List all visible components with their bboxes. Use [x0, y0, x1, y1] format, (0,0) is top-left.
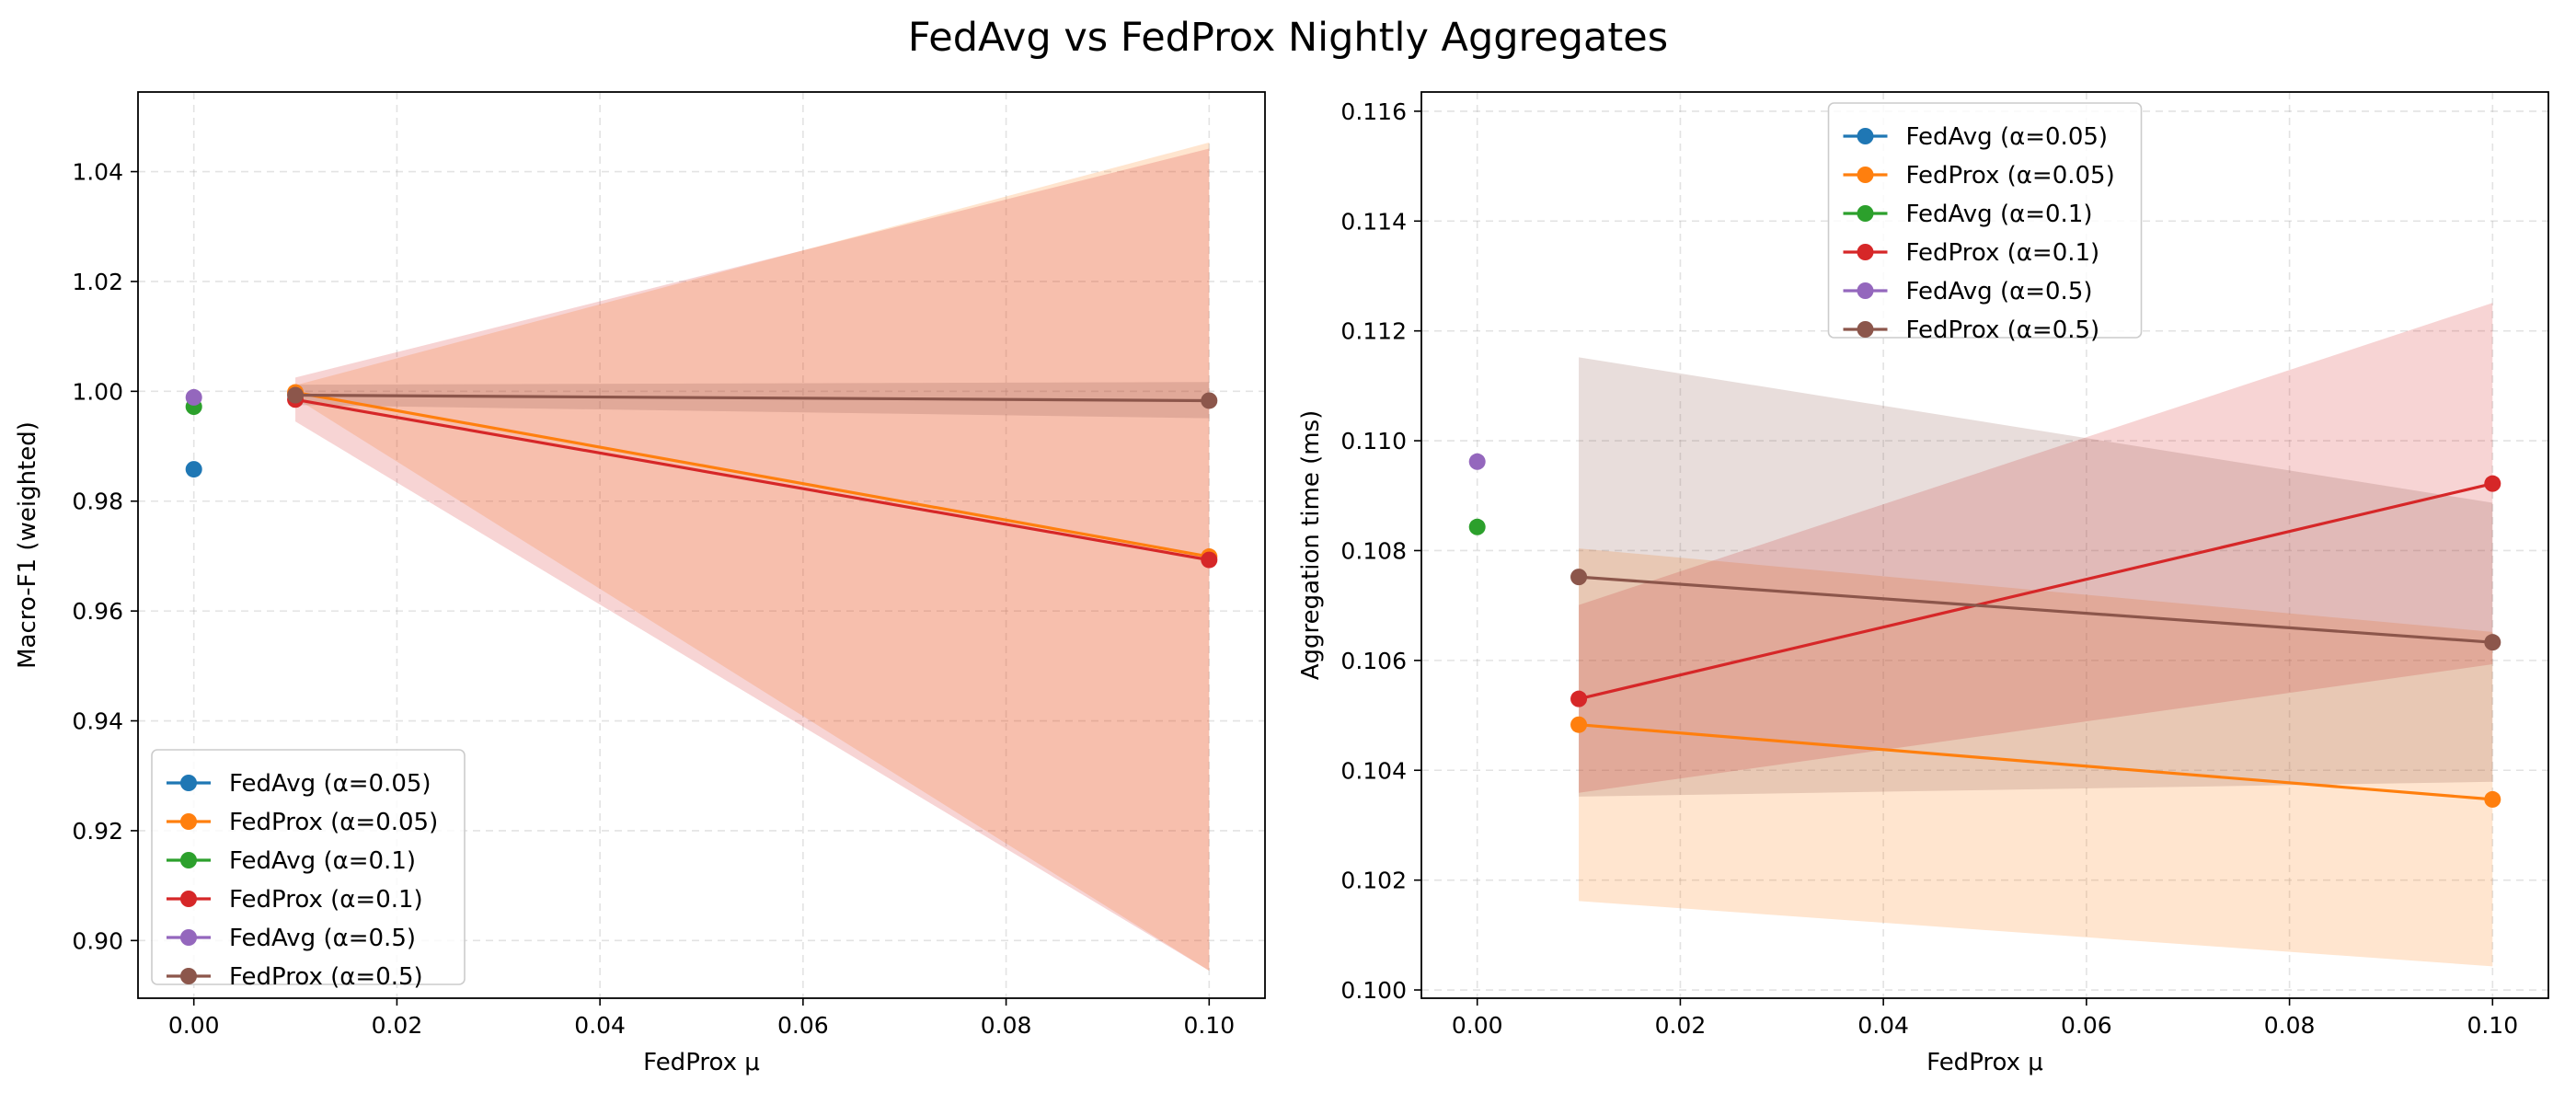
legend-swatch-marker: [1857, 167, 1874, 183]
y-tick-label: 0.102: [1340, 868, 1407, 894]
x-tick-label: 0.06: [2061, 1012, 2112, 1039]
y-tick-label: 0.106: [1340, 648, 1407, 674]
data-point: [1570, 690, 1588, 707]
x-tick-label: 0.10: [2467, 1012, 2518, 1039]
band-5: [1579, 357, 2493, 797]
legend-swatch-marker: [180, 813, 197, 830]
right-chart-aggregation-time: 0.00 0.02 0.04 0.06 0.08 0.10 0.100 0.102 0.104 0…: [1297, 91, 2549, 1076]
left-chart-macro-f1: 0.00 0.02 0.04 0.06 0.08 0.10 0.90 0.92 0.94 0.96…: [14, 91, 1266, 1076]
band-1: [1579, 548, 2493, 967]
legend-swatch-marker: [180, 852, 197, 868]
data-point: [1468, 453, 1486, 470]
x-tick-label: 0.08: [981, 1012, 1032, 1039]
band-3: [295, 148, 1210, 972]
x-tick-label: 0.06: [777, 1012, 829, 1039]
legend-swatch-marker: [1857, 244, 1874, 260]
x-axis-label: FedProx μ: [643, 1049, 760, 1076]
x-tick-label: 0.10: [1183, 1012, 1235, 1039]
legend-swatch-marker: [180, 891, 197, 907]
series-line-3: [294, 397, 1210, 562]
y-tick-label: 0.100: [1340, 977, 1407, 1004]
legend-box: [1827, 102, 2143, 339]
data-point: [185, 388, 202, 406]
y-tick-label: 1.04: [72, 159, 123, 186]
legend-swatch-marker: [180, 929, 197, 946]
data-point: [287, 386, 305, 404]
legend: FedAvg (α=0.05) FedProx (α=0.05) FedAvg (α…: [1827, 102, 2143, 344]
legend-label: FedAvg (α=0.1): [229, 847, 416, 875]
legend-swatch-marker: [180, 775, 197, 791]
data-point: [1468, 518, 1486, 535]
series-line-1: [294, 390, 1210, 558]
y-tick-label: 0.112: [1340, 318, 1407, 345]
legend-label: FedProx (α=0.1): [1906, 239, 2100, 267]
legend-swatch-marker: [1857, 205, 1874, 222]
legend-label: FedAvg (α=0.05): [229, 770, 431, 798]
data-point: [1570, 716, 1588, 733]
x-axis-label: FedProx μ: [1926, 1049, 2043, 1076]
data-point: [2484, 475, 2501, 492]
legend-swatch-marker: [1857, 282, 1874, 299]
legend-label: FedProx (α=0.5): [229, 963, 423, 991]
data-point: [1570, 569, 1588, 586]
data-point: [1201, 551, 1218, 569]
series-line-1: [1578, 723, 2493, 801]
legend-label: FedAvg (α=0.05): [1906, 123, 2109, 151]
legend-swatch-marker: [1857, 128, 1874, 144]
y-tick-label: 1.00: [72, 378, 123, 405]
data-point: [1201, 392, 1218, 409]
x-tick-label: 0.02: [372, 1012, 423, 1039]
y-tick-label: 0.110: [1340, 428, 1407, 454]
legend-swatch-marker: [1857, 321, 1874, 338]
x-tick-label: 0.02: [1655, 1012, 1707, 1039]
x-tick-label: 0.00: [1452, 1012, 1503, 1039]
x-tick-label: 0.08: [2264, 1012, 2316, 1039]
legend-label: FedProx (α=0.05): [1906, 162, 2115, 190]
axes-frame: [137, 91, 1266, 999]
legend-box: [151, 749, 466, 985]
series-line-5: [295, 393, 1210, 403]
x-tick-label: 0.04: [1857, 1012, 1909, 1039]
y-axis-label: Aggregation time (ms): [1297, 410, 1325, 681]
data-point: [2484, 634, 2501, 651]
y-tick-label: 0.90: [72, 927, 123, 954]
x-tick-label: 0.04: [574, 1012, 626, 1039]
legend-label: FedProx (α=0.5): [1906, 316, 2100, 344]
y-tick-label: 1.02: [72, 269, 123, 295]
legend: FedAvg (α=0.05) FedProx (α=0.05) FedAvg (α…: [151, 749, 466, 991]
y-tick-label: 0.96: [72, 598, 123, 625]
data-point: [185, 461, 202, 478]
x-tick-label: 0.00: [168, 1012, 220, 1039]
legend-label: FedAvg (α=0.1): [1906, 201, 2093, 228]
legend-label: FedAvg (α=0.5): [1906, 278, 2093, 305]
legend-label: FedProx (α=0.05): [229, 809, 438, 836]
band-3: [1579, 303, 2493, 793]
legend-label: FedProx (α=0.1): [229, 886, 423, 914]
y-tick-label: 0.104: [1340, 757, 1407, 784]
y-tick-label: 0.116: [1340, 98, 1407, 125]
axes-frame: [1420, 91, 2549, 999]
y-tick-label: 0.98: [72, 489, 123, 515]
data-point: [2484, 790, 2501, 808]
band-1: [295, 142, 1210, 972]
y-tick-label: 0.94: [72, 708, 123, 735]
y-tick-label: 0.108: [1340, 537, 1407, 564]
y-tick-label: 0.92: [72, 818, 123, 845]
legend-label: FedAvg (α=0.5): [229, 925, 416, 952]
legend-swatch-marker: [180, 968, 197, 984]
series-line-5: [1578, 575, 2493, 644]
figure-title: FedAvg vs FedProx Nightly Aggregates: [908, 15, 1668, 61]
y-tick-label: 0.114: [1340, 208, 1407, 235]
series-line-3: [1578, 482, 2493, 701]
y-axis-label: Macro-F1 (weighted): [14, 421, 41, 669]
band-5: [295, 382, 1210, 419]
